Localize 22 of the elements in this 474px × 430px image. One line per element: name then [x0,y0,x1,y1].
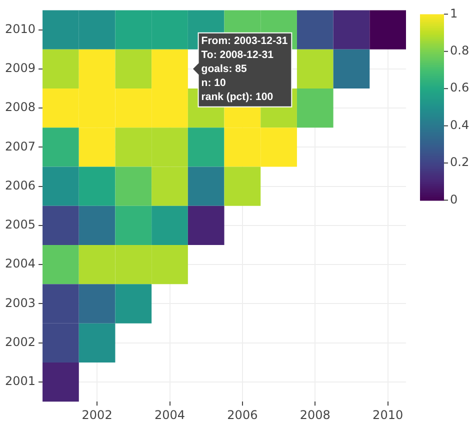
color-bar-label: 0.8 [450,44,470,58]
x-tick-label: 2010 [372,408,404,422]
y-tick-label: 2006 [4,178,36,192]
color-bar-label: 0.4 [450,118,470,132]
color-bar-label: 1 [450,6,458,20]
x-tick-label: 2004 [154,408,186,422]
y-tick-label: 2009 [4,61,36,76]
y-tick-label: 2004 [4,256,36,271]
x-tick-label: 2002 [82,408,112,422]
x-tick-label: 2008 [300,408,330,422]
y-tick-label: 2005 [4,218,36,232]
y-tick-label: 2002 [4,335,36,350]
annotation: From: 2003-12-31 To: 2008-12-31 goals: 85 n: 10 rank (pct): 100 [201,35,288,104]
color-bar-label: 0.2 [450,155,470,170]
color-bar-label: 0.6 [450,80,470,95]
y-tick-label: 2010 [4,22,36,36]
y-tick-label: 2007 [4,139,36,154]
x-tick-label: 2006 [227,408,258,422]
y-tick-label: 2008 [4,100,36,114]
y-tick-label: 2003 [4,296,36,310]
color-bar-label: 0 [450,192,458,206]
y-tick-label: 2001 [4,374,36,388]
